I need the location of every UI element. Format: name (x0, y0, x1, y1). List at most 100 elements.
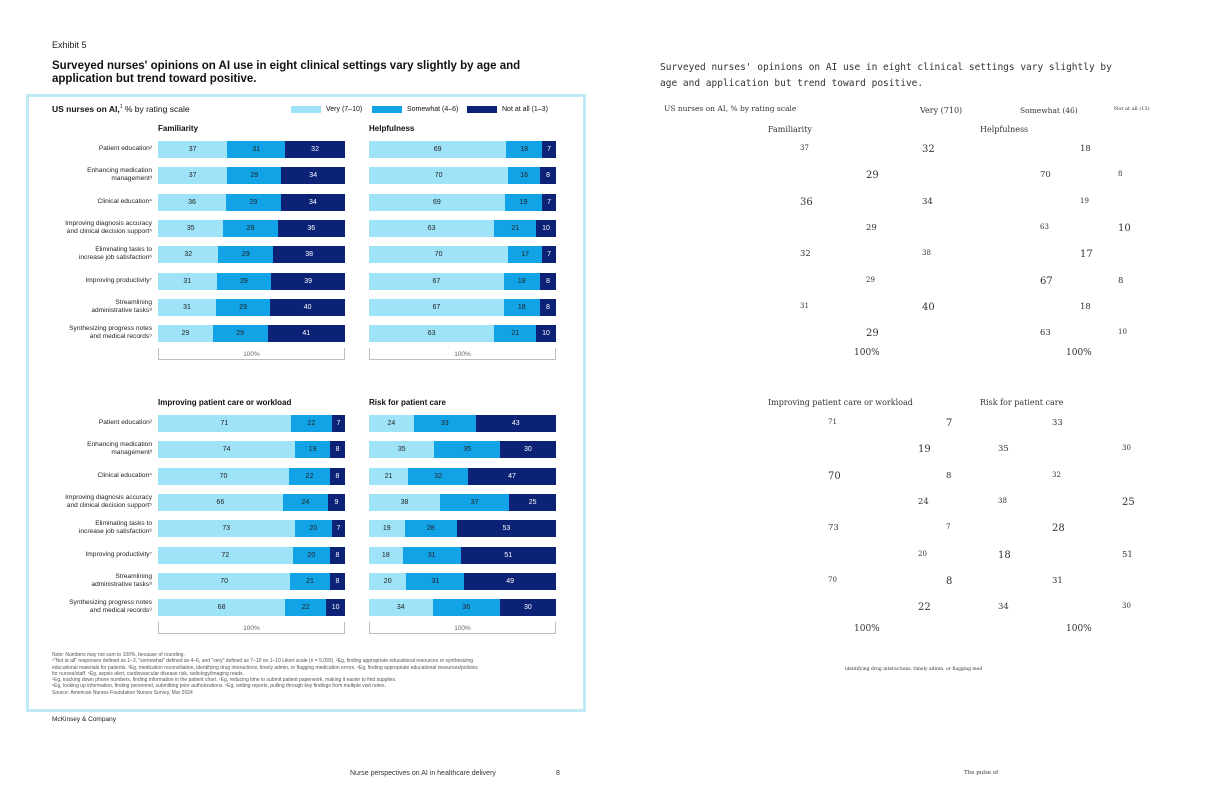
ghost-value: 71 (828, 418, 837, 426)
ghost-value: 29 (866, 275, 875, 284)
category-label-line: Improving diagnosis accuracy (65, 219, 152, 227)
ghost-value: 24 (918, 496, 929, 507)
ghost-value: 31 (800, 301, 809, 310)
bar-segment-somewhat: 28 (404, 520, 457, 538)
scale-bracket: 100% (369, 348, 556, 361)
legend-somewhat: Somewhat (4–6) (372, 106, 458, 113)
bar-segment-not-at-all: 8 (330, 441, 345, 459)
scale-label: 100% (243, 351, 260, 359)
bar-segment-somewhat: 18 (503, 298, 540, 316)
ghost-value: 63 (1040, 328, 1051, 339)
category-label-line: increase job satisfaction⁶ (78, 527, 152, 535)
bar-segment-very: 70 (369, 246, 509, 264)
category-label: Patient education² (54, 419, 152, 427)
bar-segment-very: 37 (158, 167, 228, 185)
right-legend-somewhat: Somewhat (46) (1020, 106, 1078, 115)
bar-row: 67 18 8 (369, 298, 556, 316)
category-label: Eliminating tasks to increase job satisfa… (54, 520, 152, 536)
bar-row: 35 29 36 (158, 219, 345, 237)
bar-segment-very: 38 (369, 493, 441, 511)
panel-title: Risk for patient care (369, 398, 446, 407)
bar-segment-very: 63 (369, 219, 495, 237)
category-label-line: administrative tasks⁸ (91, 306, 152, 314)
bar-segment-somewhat: 19 (504, 193, 543, 211)
bar-row: 74 19 8 (158, 441, 345, 459)
footer-text: Nurse perspectives on AI in healthcare d… (350, 770, 496, 777)
ghost-value: 25 (1122, 496, 1135, 508)
bar-segment-not-at-all: 8 (330, 467, 345, 485)
note-line: ¹"Not at all" responses defined as 1–3, … (52, 658, 474, 665)
legend-very: Very (7–10) (291, 106, 362, 113)
ghost-value: 10 (1118, 328, 1127, 337)
right-scale: 100% (1066, 624, 1092, 634)
bar-row: 37 29 34 (158, 167, 345, 185)
bar-segment-very: 19 (369, 520, 405, 538)
bar-segment-very: 37 (158, 141, 228, 158)
ghost-value: 8 (946, 575, 953, 587)
category-label-line: Clinical education⁴ (97, 471, 152, 479)
bar-segment-not-at-all: 7 (542, 141, 556, 158)
ghost-value: 17 (1080, 249, 1093, 261)
ghost-value: 8 (1118, 170, 1123, 179)
ghost-value: 63 (1040, 222, 1049, 231)
bar-segment-very: 18 (369, 546, 403, 564)
subtitle-bold: US nurses on AI, (52, 104, 120, 114)
category-label-line: management³ (111, 449, 152, 457)
bar-segment-not-at-all: 8 (539, 272, 556, 290)
category-label: Patient education² (54, 145, 152, 153)
ghost-value: 19 (1080, 196, 1089, 205)
bar-segment-somewhat: 37 (440, 493, 510, 511)
ghost-value: 36 (800, 196, 813, 208)
ghost-value: 40 (922, 301, 935, 313)
bar-segment-not-at-all: 8 (540, 167, 556, 185)
bar-segment-not-at-all: 32 (285, 141, 345, 158)
bar-segment-very: 67 (369, 272, 504, 290)
bar-row: 69 19 7 (369, 193, 556, 211)
legend-notatall-label: Not at all (1–3) (502, 106, 548, 113)
right-panel-title: Risk for patient care (980, 398, 1064, 407)
note-line: ⁸Eg, looking up information, finding per… (52, 683, 386, 690)
ghost-value: 34 (998, 602, 1009, 613)
right-legend-very: Very (710) (920, 106, 963, 115)
bar-segment-not-at-all: 40 (270, 298, 345, 316)
category-label-line: Improving diagnosis accuracy (65, 493, 152, 501)
ghost-value: 38 (922, 249, 931, 258)
category-label-line: Patient education² (98, 419, 152, 426)
right-legend-notatall: Not at all (13) (1114, 106, 1150, 112)
ghost-value: 51 (1122, 549, 1133, 560)
category-label-line: Improving productivity⁷ (85, 550, 152, 558)
bar-row: 18 31 51 (369, 546, 556, 564)
category-label: Synthesizing progress notes and medical r… (54, 325, 152, 341)
ghost-value: 29 (866, 170, 879, 182)
panel-title: Familiarity (158, 124, 199, 133)
bar-row: 36 29 34 (158, 193, 345, 211)
ghost-value: 28 (1052, 523, 1065, 535)
bar-segment-somewhat: 29 (212, 325, 268, 343)
bar-segment-somewhat: 31 (406, 572, 465, 590)
subtitle-rest: % by rating scale (122, 104, 190, 114)
ghost-value: 7 (946, 523, 951, 532)
ghost-value: 29 (866, 328, 879, 340)
scale-label: 100% (454, 351, 471, 359)
bar-segment-not-at-all: 10 (326, 599, 345, 617)
bar-segment-not-at-all: 9 (327, 493, 345, 511)
bar-segment-somewhat: 35 (434, 441, 500, 459)
bar-segment-somewhat: 31 (402, 546, 461, 564)
bar-segment-very: 24 (369, 415, 414, 432)
bar-segment-somewhat: 22 (288, 467, 331, 485)
category-label-line: increase job satisfaction⁶ (78, 253, 152, 261)
ghost-value: 70 (1040, 170, 1051, 181)
bar-segment-very: 31 (158, 272, 217, 290)
category-label-line: and clinical decision support⁵ (66, 501, 152, 509)
bar-row: 21 32 47 (369, 467, 556, 485)
bar-segment-very: 21 (369, 467, 409, 485)
category-label-line: administrative tasks⁸ (91, 580, 152, 588)
category-label-line: Synthesizing progress notes (69, 599, 152, 607)
bar-row: 37 31 32 (158, 141, 345, 158)
bar-segment-very: 63 (369, 325, 495, 343)
bar-segment-very: 68 (158, 599, 286, 617)
ghost-value: 31 (1052, 575, 1063, 586)
chart-subtitle: US nurses on AI,1 % by rating scale (52, 104, 190, 114)
legend-somewhat-swatch (372, 106, 402, 113)
scale-label: 100% (454, 625, 471, 633)
